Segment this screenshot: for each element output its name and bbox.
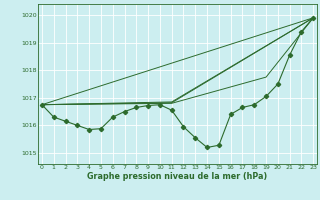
- X-axis label: Graphe pression niveau de la mer (hPa): Graphe pression niveau de la mer (hPa): [87, 172, 268, 181]
